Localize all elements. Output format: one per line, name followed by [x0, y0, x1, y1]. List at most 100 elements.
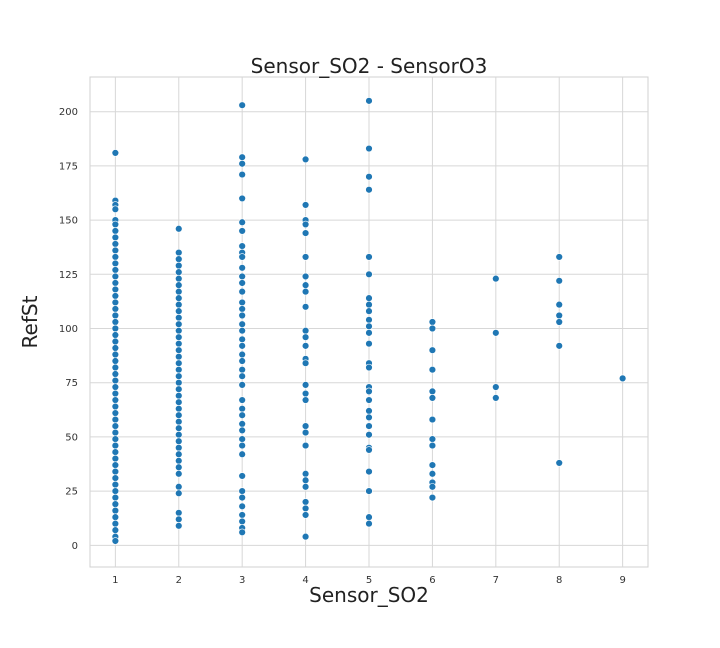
scatter-point [175, 320, 183, 328]
scatter-point [111, 233, 120, 242]
scatter-point [175, 379, 183, 387]
scatter-point [365, 339, 373, 348]
scatter-point [492, 329, 500, 337]
y-tick-label: 100 [59, 324, 78, 335]
scatter-point [238, 242, 246, 250]
scatter-point [365, 513, 373, 521]
scatter-point [428, 483, 437, 491]
x-tick-label: 5 [366, 575, 372, 586]
scatter-point [365, 253, 373, 261]
scatter-point [555, 459, 563, 467]
scatter-point [301, 333, 310, 341]
scatter-point [492, 383, 500, 391]
x-tick-label: 6 [429, 575, 435, 586]
scatter-point [365, 316, 373, 324]
scatter-point [428, 470, 437, 478]
scatter-point [238, 435, 246, 443]
scatter-point [301, 532, 310, 541]
scatter-point [175, 281, 183, 289]
scatter-point [238, 502, 246, 510]
scatter-point [301, 272, 310, 281]
scatter-point [175, 457, 183, 465]
scatter-point [365, 294, 373, 302]
x-tick-label: 4 [302, 575, 308, 586]
scatter-point [111, 513, 120, 521]
x-tick-label: 9 [619, 575, 625, 586]
scatter-point [111, 428, 120, 437]
scatter-point [428, 435, 437, 443]
scatter-point [428, 461, 437, 469]
scatter-point [428, 387, 437, 396]
scatter-point [365, 307, 373, 315]
y-tick-label: 175 [59, 161, 78, 172]
scatter-point [428, 324, 437, 333]
scatter-point [111, 519, 120, 528]
scatter-point [365, 422, 373, 430]
scatter-point [111, 409, 120, 417]
scatter-point [238, 357, 246, 365]
scatter-point [301, 281, 310, 289]
y-tick-label: 150 [59, 216, 78, 227]
scatter-point [428, 394, 437, 402]
scatter-point [111, 506, 120, 515]
scatter-point [555, 342, 563, 350]
scatter-point [301, 287, 310, 296]
scatter-point [175, 450, 183, 458]
y-tick-label: 25 [65, 487, 78, 498]
scatter-point [555, 300, 563, 309]
scatter-point [365, 97, 373, 105]
scatter-point [301, 396, 310, 404]
scatter-point [111, 344, 120, 352]
scatter-point [238, 279, 246, 287]
scatter-point [111, 350, 120, 359]
scatter-point [555, 311, 563, 320]
scatter-point [365, 431, 373, 439]
scatter-point [111, 337, 120, 346]
scatter-point [365, 519, 373, 528]
scatter-point [175, 274, 183, 283]
scatter-point [555, 318, 563, 326]
scatter-point [238, 227, 246, 235]
scatter-point [428, 346, 437, 354]
scatter-point [238, 528, 246, 537]
scatter-point [175, 359, 183, 367]
y-tick-label: 0 [72, 541, 78, 552]
scatter-point [111, 311, 120, 320]
scatter-point [301, 326, 310, 335]
x-axis-ticks: 1 2 3 4 5 6 7 8 9 [112, 575, 626, 586]
scatter-point [618, 374, 627, 383]
scatter-point [238, 320, 246, 328]
scatter-point [175, 248, 183, 257]
scatter-point [555, 253, 563, 261]
scatter-point [175, 365, 183, 374]
scatter-point [301, 201, 310, 209]
scatter-point [238, 517, 246, 526]
y-tick-label: 200 [59, 107, 78, 118]
scatter-point [175, 398, 183, 406]
scatter-point [175, 444, 183, 452]
scatter-point [238, 326, 246, 335]
scatter-point [111, 537, 120, 545]
scatter-point [301, 422, 310, 430]
scatter-point [111, 415, 120, 424]
scatter-point [111, 493, 120, 502]
scatter-point [175, 287, 183, 296]
scatter-point [111, 370, 120, 378]
scatter-point [238, 305, 246, 313]
scatter-point [365, 446, 373, 454]
scatter-point [111, 402, 120, 411]
scatter-point [111, 383, 120, 391]
scatter-point [238, 487, 246, 495]
scatter-point [175, 326, 183, 335]
scatter-point [111, 246, 120, 255]
scatter-point [492, 274, 500, 283]
data-points [111, 97, 627, 545]
scatter-point [301, 220, 310, 229]
scatter-point [365, 467, 373, 476]
scatter-point [365, 300, 373, 309]
scatter-point [238, 426, 246, 435]
scatter-point [111, 149, 120, 157]
scatter-point [301, 511, 310, 519]
scatter-point [111, 500, 120, 508]
